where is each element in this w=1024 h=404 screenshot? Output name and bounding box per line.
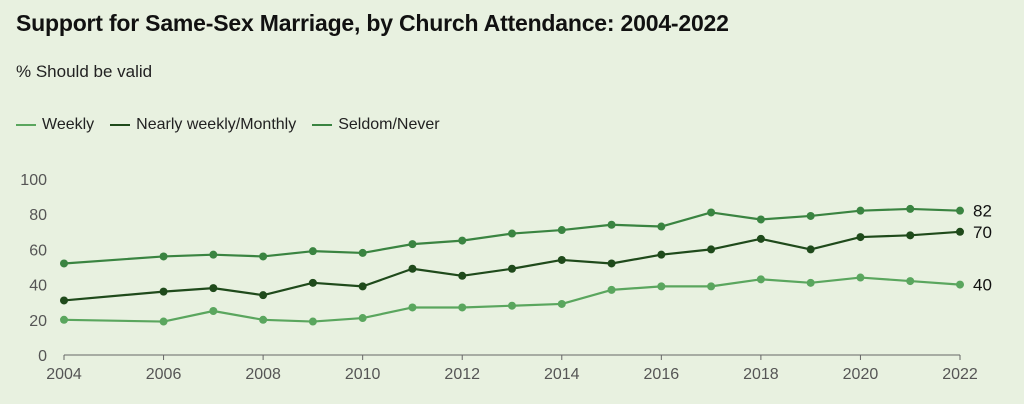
data-point-weekly-2004 <box>60 315 68 324</box>
data-point-seldom-never-2004 <box>60 259 68 268</box>
end-label-seldom-never: 82 <box>973 202 992 221</box>
x-tick-label-2022: 2022 <box>942 366 978 383</box>
end-label-weekly: 40 <box>973 276 992 295</box>
data-point-seldom-never-2019 <box>806 211 815 220</box>
data-point-weekly-2010 <box>358 314 367 323</box>
data-point-nearly-weekly-monthly-2008 <box>259 291 268 300</box>
data-point-weekly-2017 <box>707 282 716 291</box>
data-point-nearly-weekly-monthly-2019 <box>806 245 815 254</box>
data-point-nearly-weekly-monthly-2018 <box>756 234 765 243</box>
data-point-nearly-weekly-monthly-2016 <box>657 250 666 259</box>
y-tick-label-20: 20 <box>29 313 47 330</box>
data-point-nearly-weekly-monthly-2021 <box>906 231 915 240</box>
data-point-weekly-2013 <box>508 301 516 310</box>
y-tick-label-60: 60 <box>29 242 47 259</box>
data-point-nearly-weekly-monthly-2009 <box>308 278 317 287</box>
data-point-seldom-never-2012 <box>458 236 467 245</box>
x-tick-label-2008: 2008 <box>245 366 281 383</box>
legend-swatch-nearly-weekly-monthly <box>110 124 131 126</box>
data-point-nearly-weekly-monthly-2011 <box>408 264 417 273</box>
data-point-weekly-2021 <box>906 277 915 286</box>
legend-item-nearly-weekly-monthly: Nearly weekly/Monthly <box>110 116 296 134</box>
chart-subtitle: % Should be valid <box>16 62 153 81</box>
data-point-weekly-2012 <box>458 303 467 312</box>
data-point-seldom-never-2006 <box>159 252 168 261</box>
chart-title: Support for Same-Sex Marriage, by Church… <box>16 10 729 36</box>
data-point-weekly-2018 <box>756 275 765 284</box>
data-point-weekly-2016 <box>657 282 666 291</box>
data-point-seldom-never-2021 <box>906 204 915 213</box>
legend-swatch-weekly <box>16 124 36 126</box>
data-point-seldom-never-2011 <box>408 240 417 249</box>
data-point-nearly-weekly-monthly-2022 <box>956 227 964 236</box>
data-point-weekly-2009 <box>308 317 317 326</box>
data-point-seldom-never-2008 <box>259 252 268 261</box>
data-point-nearly-weekly-monthly-2007 <box>209 284 218 293</box>
data-point-weekly-2007 <box>209 307 218 315</box>
y-tick-label-0: 0 <box>38 348 47 365</box>
data-point-seldom-never-2020 <box>856 206 865 215</box>
y-tick-label-80: 80 <box>29 207 47 224</box>
data-point-weekly-2006 <box>159 317 168 326</box>
x-tick-label-2016: 2016 <box>644 366 680 383</box>
data-point-seldom-never-2017 <box>707 208 716 217</box>
data-point-seldom-never-2016 <box>657 222 666 231</box>
data-point-seldom-never-2013 <box>508 229 516 238</box>
data-point-nearly-weekly-monthly-2017 <box>707 245 716 254</box>
data-point-nearly-weekly-monthly-2014 <box>557 255 566 264</box>
legend-swatch-seldom-never <box>312 124 333 126</box>
data-point-nearly-weekly-monthly-2010 <box>358 282 367 291</box>
data-point-nearly-weekly-monthly-2012 <box>458 271 467 280</box>
data-point-seldom-never-2009 <box>308 247 317 256</box>
data-point-seldom-never-2018 <box>756 215 765 224</box>
x-tick-label-2006: 2006 <box>146 366 182 383</box>
data-point-nearly-weekly-monthly-2004 <box>60 296 68 305</box>
x-tick-label-2012: 2012 <box>444 366 480 383</box>
x-tick-label-2010: 2010 <box>345 366 381 383</box>
data-point-seldom-never-2022 <box>956 206 964 215</box>
data-point-weekly-2011 <box>408 303 417 312</box>
data-point-weekly-2020 <box>856 273 865 282</box>
data-point-weekly-2015 <box>607 285 616 294</box>
x-tick-label-2014: 2014 <box>544 366 580 383</box>
data-point-weekly-2022 <box>956 280 964 289</box>
x-tick-label-2018: 2018 <box>743 366 779 383</box>
x-tick-label-2004: 2004 <box>46 366 82 383</box>
legend-label-seldom-never: Seldom/Never <box>338 116 440 133</box>
end-label-nearly-weekly-monthly: 70 <box>973 223 992 242</box>
y-tick-label-40: 40 <box>29 278 47 295</box>
legend-label-nearly-weekly-monthly: Nearly weekly/Monthly <box>136 116 297 133</box>
y-tick-label-100: 100 <box>20 172 47 189</box>
data-point-seldom-never-2014 <box>557 226 566 235</box>
data-point-seldom-never-2015 <box>607 220 616 229</box>
data-point-nearly-weekly-monthly-2015 <box>607 259 616 268</box>
data-point-nearly-weekly-monthly-2013 <box>508 264 516 273</box>
data-point-weekly-2019 <box>806 278 815 287</box>
legend-label-weekly: Weekly <box>42 116 95 133</box>
data-point-weekly-2008 <box>259 315 268 324</box>
data-point-seldom-never-2010 <box>358 248 367 257</box>
legend-item-weekly: Weekly <box>16 116 94 134</box>
legend: Weekly Nearly weekly/Monthly Seldom/Neve… <box>16 116 440 134</box>
x-tick-label-2020: 2020 <box>843 366 879 383</box>
data-point-nearly-weekly-monthly-2006 <box>159 287 168 296</box>
legend-item-seldom-never: Seldom/Never <box>312 116 440 134</box>
series-line-seldom-never <box>63 207 961 265</box>
data-point-weekly-2014 <box>557 299 566 308</box>
series-line-weekly <box>63 276 961 323</box>
data-point-nearly-weekly-monthly-2020 <box>856 233 865 242</box>
series-line-nearly-weekly-monthly <box>63 230 961 302</box>
data-point-seldom-never-2007 <box>209 250 218 259</box>
